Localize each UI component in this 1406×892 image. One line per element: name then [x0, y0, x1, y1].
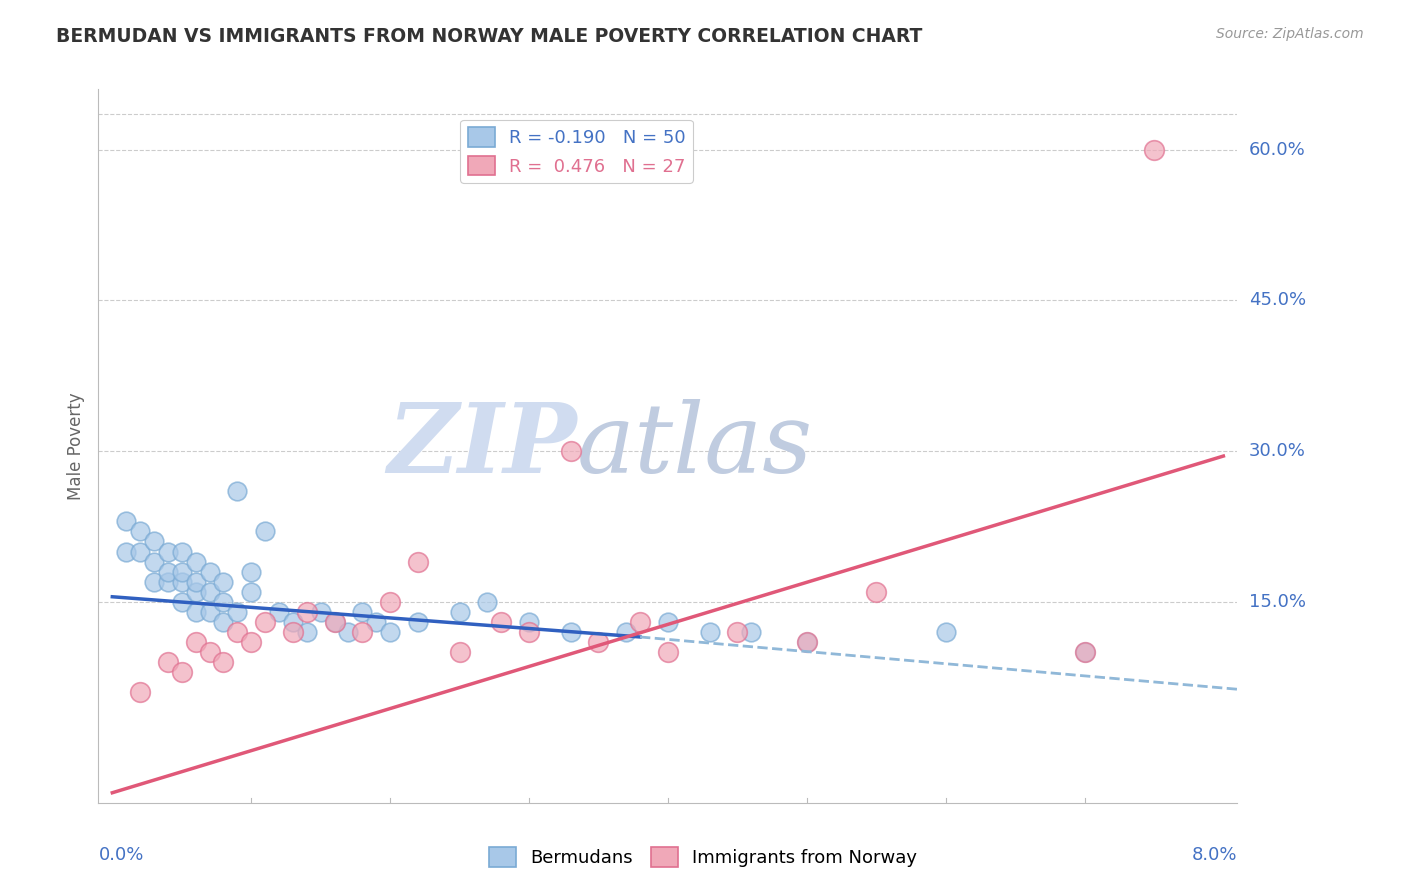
Point: [378, 624, 401, 639]
Point: [281, 624, 304, 639]
Point: [156, 574, 179, 589]
Point: [628, 615, 651, 629]
Point: [198, 584, 221, 599]
Point: [212, 595, 235, 609]
Point: [212, 574, 235, 589]
Point: [614, 624, 637, 639]
Point: [489, 615, 512, 629]
Point: [129, 524, 152, 539]
Text: 60.0%: 60.0%: [1249, 141, 1305, 159]
Point: [378, 595, 401, 609]
Point: [170, 565, 193, 579]
Point: [226, 484, 249, 499]
Text: 8.0%: 8.0%: [1192, 846, 1237, 863]
Point: [449, 605, 471, 619]
Text: Source: ZipAtlas.com: Source: ZipAtlas.com: [1216, 27, 1364, 41]
Point: [254, 524, 277, 539]
Text: BERMUDAN VS IMMIGRANTS FROM NORWAY MALE POVERTY CORRELATION CHART: BERMUDAN VS IMMIGRANTS FROM NORWAY MALE …: [56, 27, 922, 45]
Point: [1073, 645, 1095, 659]
Point: [143, 574, 166, 589]
Text: 45.0%: 45.0%: [1249, 292, 1306, 310]
Point: [560, 624, 582, 639]
Point: [295, 605, 318, 619]
Point: [517, 624, 540, 639]
Point: [1073, 645, 1095, 659]
Point: [184, 574, 207, 589]
Point: [240, 635, 263, 649]
Point: [198, 605, 221, 619]
Point: [725, 624, 748, 639]
Point: [170, 574, 193, 589]
Point: [366, 615, 388, 629]
Point: [184, 584, 207, 599]
Point: [198, 565, 221, 579]
Point: [449, 645, 471, 659]
Point: [406, 555, 429, 569]
Point: [143, 555, 166, 569]
Y-axis label: Male Poverty: Male Poverty: [66, 392, 84, 500]
Point: [352, 624, 374, 639]
Point: [184, 555, 207, 569]
Point: [281, 615, 304, 629]
Point: [115, 544, 138, 558]
Point: [156, 544, 179, 558]
Point: [170, 665, 193, 680]
Point: [352, 605, 374, 619]
Point: [170, 544, 193, 558]
Point: [865, 584, 887, 599]
Point: [156, 655, 179, 669]
Point: [184, 635, 207, 649]
Point: [143, 534, 166, 549]
Point: [170, 595, 193, 609]
Text: 0.0%: 0.0%: [98, 846, 143, 863]
Text: 30.0%: 30.0%: [1249, 442, 1306, 460]
Point: [337, 624, 360, 639]
Point: [254, 615, 277, 629]
Point: [796, 635, 818, 649]
Point: [129, 685, 152, 699]
Point: [267, 605, 290, 619]
Point: [588, 635, 610, 649]
Point: [1143, 143, 1166, 157]
Point: [323, 615, 346, 629]
Text: ZIP: ZIP: [387, 399, 576, 493]
Point: [240, 584, 263, 599]
Point: [560, 444, 582, 458]
Point: [935, 624, 957, 639]
Point: [184, 605, 207, 619]
Point: [517, 615, 540, 629]
Text: 15.0%: 15.0%: [1249, 593, 1306, 611]
Point: [156, 565, 179, 579]
Point: [657, 645, 679, 659]
Point: [477, 595, 499, 609]
Point: [240, 565, 263, 579]
Point: [699, 624, 721, 639]
Legend: Bermudans, Immigrants from Norway: Bermudans, Immigrants from Norway: [481, 839, 925, 874]
Point: [129, 544, 152, 558]
Point: [226, 605, 249, 619]
Point: [198, 645, 221, 659]
Text: atlas: atlas: [576, 399, 813, 493]
Point: [226, 624, 249, 639]
Point: [657, 615, 679, 629]
Point: [406, 615, 429, 629]
Point: [740, 624, 762, 639]
Legend: R = -0.190   N = 50, R =  0.476   N = 27: R = -0.190 N = 50, R = 0.476 N = 27: [461, 120, 693, 183]
Point: [115, 515, 138, 529]
Point: [796, 635, 818, 649]
Point: [295, 624, 318, 639]
Point: [323, 615, 346, 629]
Point: [212, 615, 235, 629]
Point: [212, 655, 235, 669]
Point: [309, 605, 332, 619]
